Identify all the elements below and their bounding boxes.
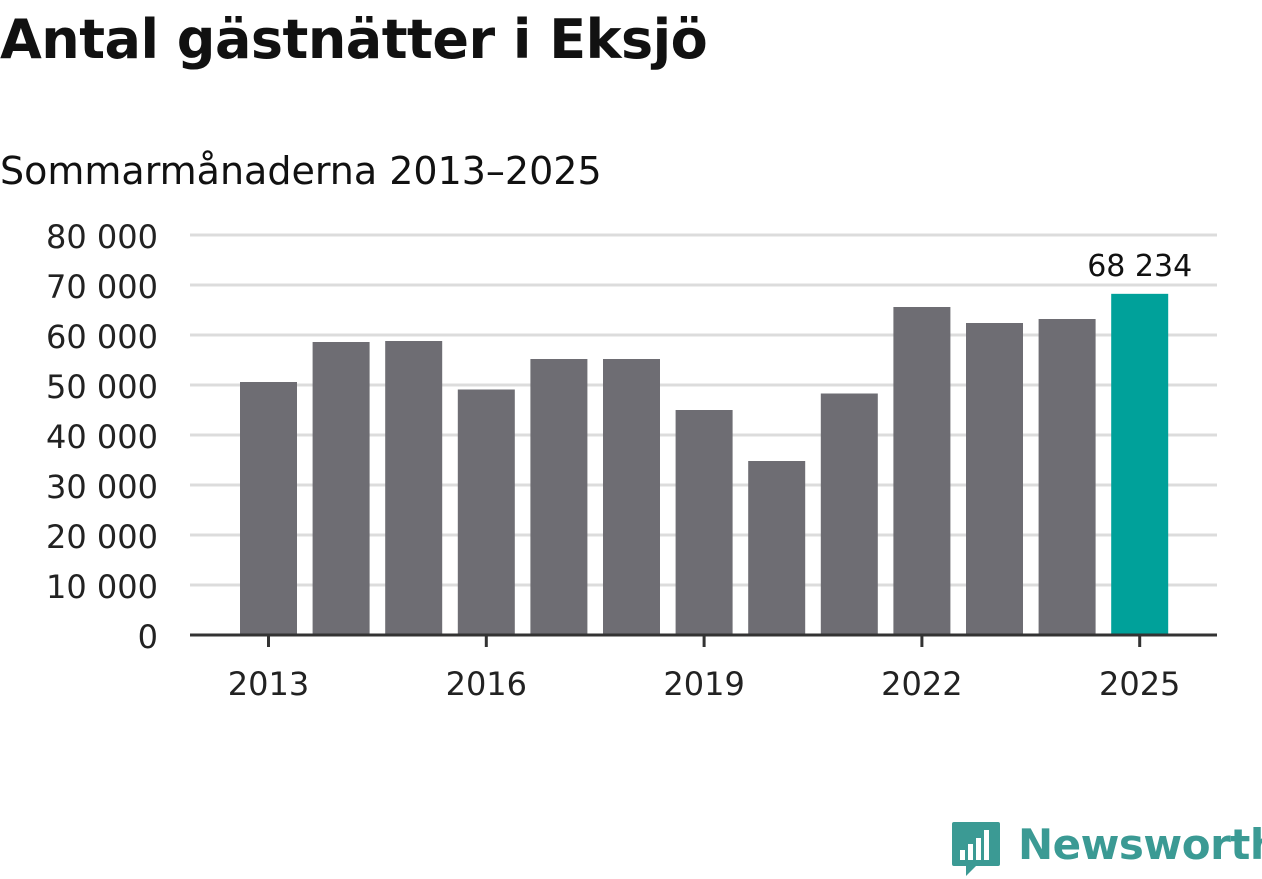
x-axis-tick-labels: 2013 2016 2019 2022 2025 <box>228 665 1181 703</box>
chart-subtitle: Sommarmånaderna 2013–2025 <box>0 149 602 193</box>
x-tick-label: 2016 <box>446 665 527 703</box>
bar-2013 <box>240 382 297 635</box>
bar-chart-speech-bubble-icon <box>952 822 1000 876</box>
bar-2020 <box>748 461 806 635</box>
newsworthy-logo: Newsworthy <box>950 818 1262 878</box>
bar-2017 <box>530 359 588 635</box>
value-label: 68 234 <box>1087 249 1192 284</box>
y-tick-label: 50 000 <box>46 368 158 406</box>
y-tick-label: 40 000 <box>46 418 158 456</box>
y-tick-label: 30 000 <box>46 468 158 506</box>
bar-2022 <box>893 307 951 635</box>
x-tick-label: 2019 <box>663 665 744 703</box>
y-tick-label: 60 000 <box>46 318 158 356</box>
bar-2019 <box>675 410 733 635</box>
brand-name: Newsworthy <box>1018 820 1262 869</box>
bar-2023 <box>966 323 1023 635</box>
bar-2024 <box>1038 319 1096 635</box>
annotations: 68 234 <box>1087 249 1192 284</box>
y-axis-tick-labels: 0 10 000 20 000 30 000 40 000 50 000 60 000 70 … <box>46 218 158 656</box>
y-tick-label: 70 000 <box>46 268 158 306</box>
y-tick-label: 80 000 <box>46 218 158 256</box>
x-tick-label: 2013 <box>228 665 309 703</box>
y-tick-label: 0 <box>138 618 158 656</box>
x-axis <box>190 633 1217 647</box>
y-tick-label: 10 000 <box>46 568 158 606</box>
bar-2018 <box>603 359 660 635</box>
y-tick-label: 20 000 <box>46 518 158 556</box>
bar-2021 <box>820 393 878 635</box>
bar-2025 <box>1111 293 1169 635</box>
x-tick-label: 2025 <box>1099 665 1180 703</box>
bar-2016 <box>457 389 515 635</box>
bars <box>240 293 1169 635</box>
bar-2015 <box>385 341 443 635</box>
x-tick-label: 2022 <box>881 665 962 703</box>
chart-title: Antal gästnätter i Eksjö <box>0 8 708 71</box>
bar-2014 <box>312 342 370 635</box>
